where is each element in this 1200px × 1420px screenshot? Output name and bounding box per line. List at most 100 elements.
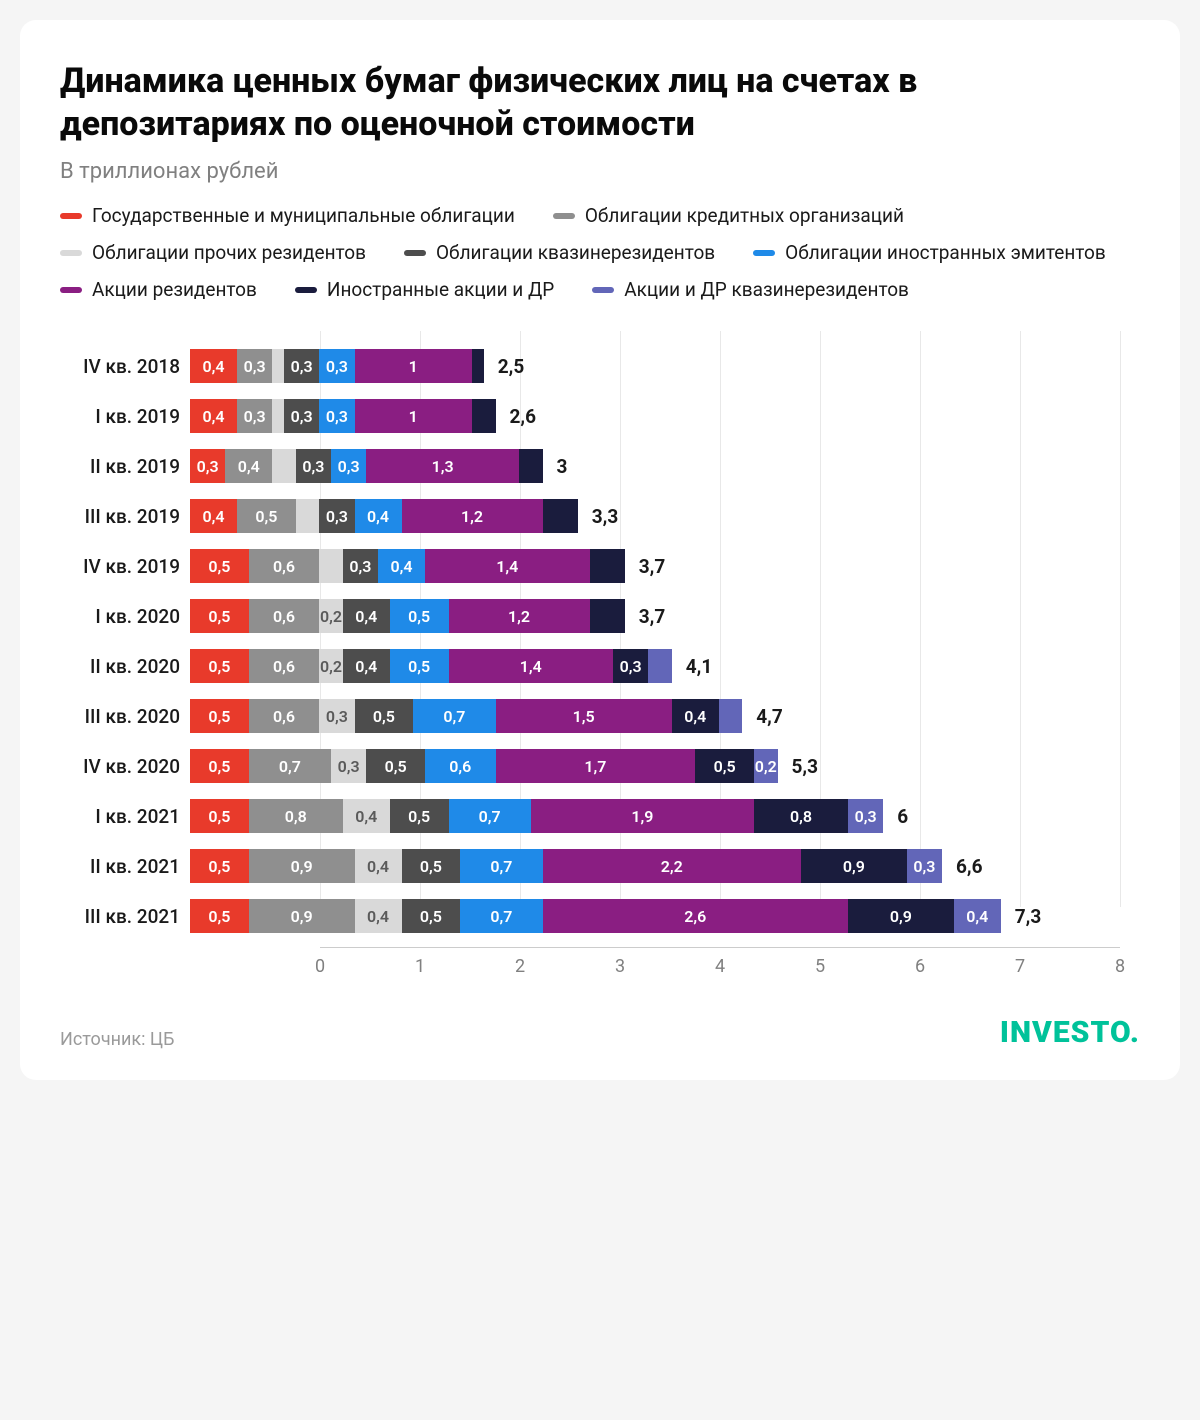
bar-segment-resident: 1,3 [366, 449, 519, 483]
legend-label: Облигации прочих резидентов [92, 241, 366, 264]
bar-segment-resident: 1,5 [496, 699, 672, 733]
bar-segment-gov: 0,4 [190, 499, 237, 533]
bar-row: II кв. 20190,30,40,30,31,33 [190, 441, 1130, 491]
footer: Источник: ЦБ INVESTO. [60, 1015, 1140, 1050]
bar-segment-gov: 0,5 [190, 699, 249, 733]
bar-value-label: 1,7 [584, 757, 606, 776]
bar-value-label: 0,7 [279, 757, 301, 776]
bar-value-label: 0,3 [620, 657, 642, 676]
bar-segment-other: 0,2 [319, 599, 343, 633]
bar-value-label: 0,4 [238, 457, 260, 476]
row-label: II кв. 2019 [60, 455, 180, 478]
x-axis: 012345678 [320, 947, 1120, 987]
bar-segment-gov: 0,5 [190, 649, 249, 683]
bar-value-label: 0,5 [408, 807, 430, 826]
bar-row: III кв. 20200,50,60,30,50,71,50,44,7 [190, 691, 1130, 741]
bar-value-label: 0,4 [367, 857, 389, 876]
bar-segment-credit: 0,8 [249, 799, 343, 833]
bar-value-label: 0,7 [490, 857, 512, 876]
legend-label: Облигации иностранных эмитентов [785, 241, 1106, 264]
bar-total-label: 3,7 [639, 605, 665, 628]
chart-area: IV кв. 20180,40,30,30,312,5I кв. 20190,4… [60, 331, 1140, 987]
bar-row: I кв. 20210,50,80,40,50,71,90,80,36 [190, 791, 1130, 841]
legend-swatch [60, 250, 82, 256]
legend-label: Облигации кредитных организаций [585, 204, 904, 227]
axis-tick: 5 [815, 956, 825, 977]
bar-segment-credit: 0,9 [249, 849, 355, 883]
bar-segment-quasi: 0,3 [284, 349, 319, 383]
bar-value-label: 0,4 [367, 907, 389, 926]
bar-segment-foreignb: 0,6 [425, 749, 496, 783]
bar-segment-resident: 2,2 [543, 849, 802, 883]
bar-segment-credit: 0,7 [249, 749, 331, 783]
bar-total-label: 5,3 [792, 755, 818, 778]
bar-segment-quasi: 0,3 [296, 449, 331, 483]
bar-value-label: 0,3 [291, 407, 313, 426]
bar-segment-credit: 0,4 [225, 449, 272, 483]
bar-segment-other [272, 449, 296, 483]
bar-total-label: 4,7 [756, 705, 782, 728]
bar-segment-credit: 0,3 [237, 399, 272, 433]
bar-row: IV кв. 20190,50,60,30,41,43,7 [190, 541, 1130, 591]
bar-value-label: 0,4 [367, 507, 389, 526]
bar-value-label: 0,9 [291, 907, 313, 926]
bar-segment-resident: 1,9 [531, 799, 754, 833]
legend-label: Акции и ДР квазинерезидентов [624, 278, 909, 301]
row-label: IV кв. 2020 [60, 755, 180, 778]
legend-item: Облигации кредитных организаций [553, 204, 904, 227]
bar-segment-quasis: 0,3 [848, 799, 883, 833]
bar-total-label: 6,6 [956, 855, 982, 878]
bar-track: 0,40,30,30,312,5 [190, 349, 1130, 383]
chart-title: Динамика ценных бумаг физических лиц на … [60, 60, 1140, 145]
bar-segment-foreigns [543, 499, 578, 533]
bar-total-label: 3,3 [592, 505, 618, 528]
bar-value-label: 1,2 [508, 607, 530, 626]
bar-segment-credit: 0,6 [249, 699, 320, 733]
axis-tick: 7 [1015, 956, 1025, 977]
bar-track: 0,50,90,40,50,72,20,90,36,6 [190, 849, 1130, 883]
legend-swatch [753, 250, 775, 256]
bar-segment-quasi: 0,5 [366, 749, 425, 783]
bar-value-label: 0,6 [449, 757, 471, 776]
bar-value-label: 0,5 [208, 657, 230, 676]
bar-segment-foreigns: 0,3 [613, 649, 648, 683]
bar-value-label: 0,7 [443, 707, 465, 726]
bar-segment-gov: 0,4 [190, 399, 237, 433]
bar-total-label: 2,6 [510, 405, 536, 428]
bar-value-label: 0,2 [320, 607, 342, 626]
bar-value-label: 0,6 [273, 707, 295, 726]
bar-value-label: 1,4 [496, 557, 518, 576]
legend-item: Облигации прочих резидентов [60, 241, 366, 264]
bar-segment-foreignb: 0,7 [413, 699, 495, 733]
bar-segment-resident: 1,2 [449, 599, 590, 633]
bar-segment-foreignb: 0,7 [460, 849, 542, 883]
bar-segment-resident: 1 [355, 399, 473, 433]
bar-segment-resident: 1,2 [402, 499, 543, 533]
bar-value-label: 0,5 [208, 607, 230, 626]
bar-segment-foreigns [519, 449, 543, 483]
bar-segment-credit: 0,9 [249, 899, 355, 933]
bar-segment-gov: 0,5 [190, 899, 249, 933]
bar-segment-foreigns [590, 549, 625, 583]
bar-value-label: 0,8 [790, 807, 812, 826]
rows-wrap: IV кв. 20180,40,30,30,312,5I кв. 20190,4… [190, 331, 1130, 947]
bar-segment-credit: 0,6 [249, 599, 320, 633]
bar-segment-foreigns [472, 399, 496, 433]
axis-tick: 8 [1115, 956, 1125, 977]
bar-segment-quasi: 0,5 [355, 699, 414, 733]
legend-item: Облигации квазинерезидентов [404, 241, 715, 264]
bar-segment-quasi: 0,5 [402, 899, 461, 933]
bar-value-label: 0,3 [338, 757, 360, 776]
bar-track: 0,30,40,30,31,33 [190, 449, 1130, 483]
bar-value-label: 1,2 [461, 507, 483, 526]
bar-value-label: 0,4 [355, 607, 377, 626]
bar-track: 0,50,60,30,41,43,7 [190, 549, 1130, 583]
bar-value-label: 0,5 [408, 607, 430, 626]
bar-segment-quasi: 0,3 [284, 399, 319, 433]
row-label: IV кв. 2019 [60, 555, 180, 578]
row-label: IV кв. 2018 [60, 355, 180, 378]
bar-value-label: 0,8 [285, 807, 307, 826]
bar-segment-resident: 1 [355, 349, 473, 383]
bar-value-label: 0,6 [273, 557, 295, 576]
bar-segment-foreigns: 0,4 [672, 699, 719, 733]
